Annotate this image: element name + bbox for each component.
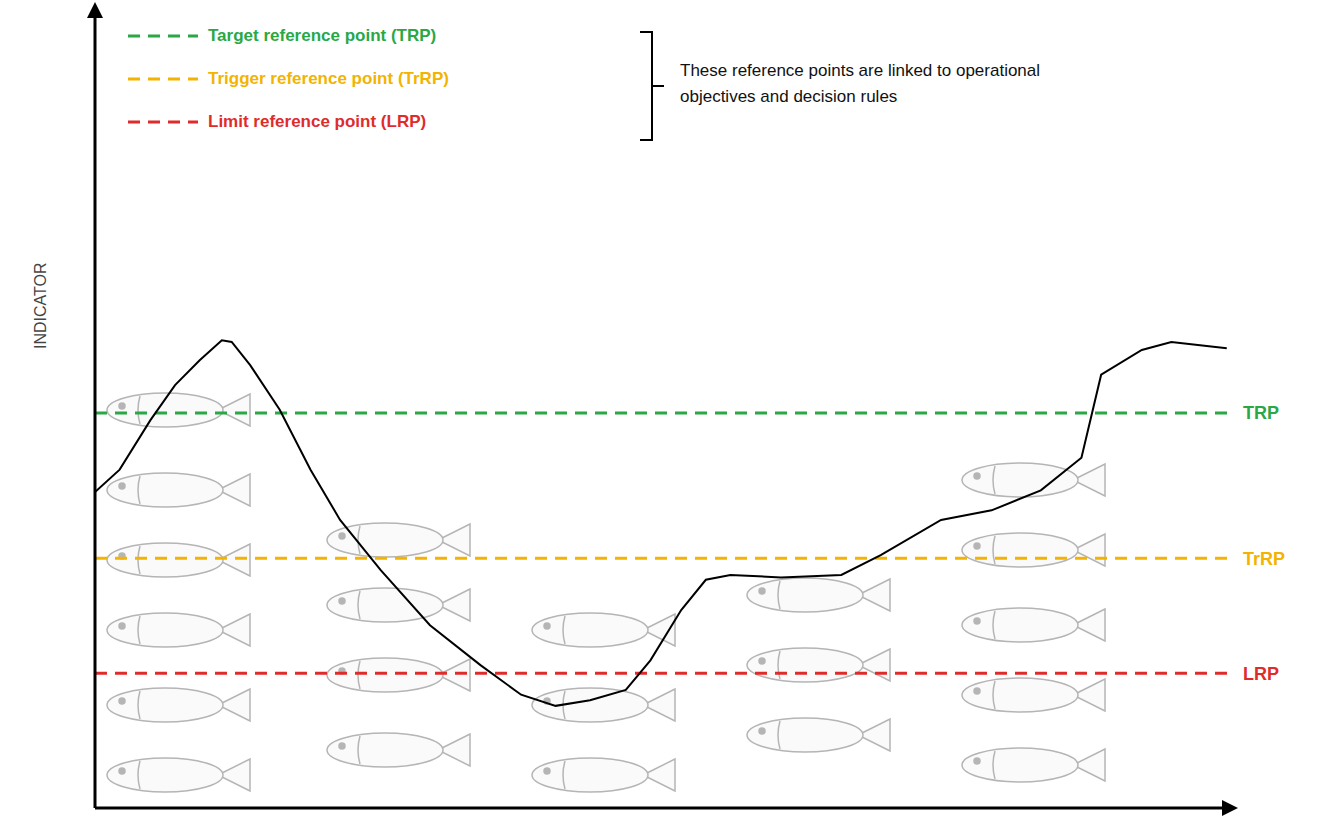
html-text:Target reference point (TRP): Target reference point (TRP) xyxy=(208,26,437,45)
svg-text:INDICATOR: INDICATOR xyxy=(32,262,49,349)
svg-text:LRP: LRP xyxy=(1243,664,1279,684)
svg-text:TrRP: TrRP xyxy=(1243,549,1285,569)
svg-text:TRP: TRP xyxy=(1243,403,1279,423)
html-text:These reference points are lin: These reference points are linked to ope… xyxy=(680,61,1041,106)
html-text:Limit reference point (LRP): Limit reference point (LRP) xyxy=(208,112,427,131)
html-text:Trigger reference point (TrRP): Trigger reference point (TrRP) xyxy=(208,69,449,88)
